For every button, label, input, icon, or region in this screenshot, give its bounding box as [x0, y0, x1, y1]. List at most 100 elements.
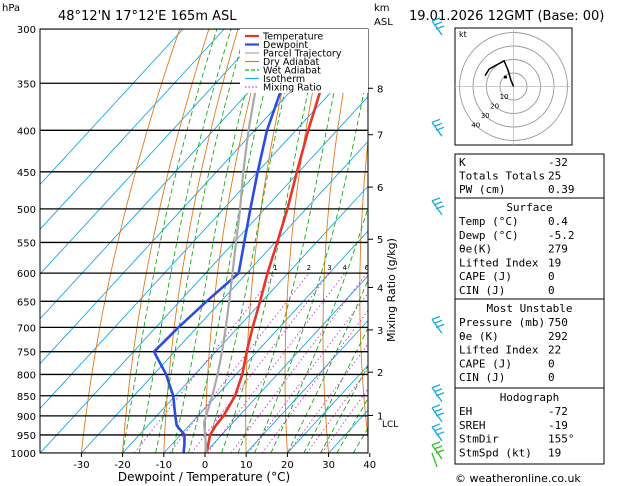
pressure-tick-label: 600 [17, 269, 36, 280]
hodograph-ring-label: 20 [490, 102, 499, 110]
altitude-tick-label: 3 [377, 326, 383, 337]
hodograph-ring-label: 40 [471, 121, 480, 129]
km-unit-label: km [374, 3, 390, 14]
wind-barb [431, 118, 445, 137]
temperature-series-line [205, 29, 343, 453]
table-row-value: 25 [548, 170, 561, 183]
pressure-tick-label: 400 [17, 126, 36, 137]
mixing-ratio-line [287, 343, 368, 453]
temperature-tick-label: 20 [281, 460, 294, 471]
wet-adiabat-line [286, 278, 368, 453]
table-row-label: CAPE (J) [459, 270, 512, 283]
table-row-label: EH [459, 405, 472, 418]
most-unstable-box [454, 298, 605, 389]
pressure-tick-label: 300 [17, 25, 36, 36]
isotherm-line [40, 29, 225, 230]
table-row-label: θe(K) [459, 243, 492, 256]
temperature-tick-label: -10 [156, 460, 172, 471]
table-row-value: 19 [548, 446, 561, 459]
mixing-ratio-axis-label: Mixing Ratio (g/kg) [385, 238, 398, 342]
dewpoint-series-line [152, 29, 308, 453]
isotherm-line [40, 51, 368, 410]
isotherm-line [40, 29, 184, 186]
dry-adiabat-line [80, 29, 181, 453]
legend-label: Dewpoint [263, 40, 308, 51]
hodograph-storm-motion-dot [503, 75, 507, 79]
wet-adiabat-line [270, 205, 368, 453]
location-title: 48°12'N 17°12'E 165m ASL [58, 9, 237, 24]
legend-label: Dry Adiabat [263, 57, 320, 68]
table-row-value: 155° [548, 433, 575, 446]
legend-label: Parcel Trajectory [263, 49, 342, 60]
temperature-tick-label: 10 [240, 460, 253, 471]
isotherm-line [40, 29, 308, 320]
wind-barb [431, 197, 445, 216]
temperature-tick-label: -20 [114, 460, 130, 471]
mixing-ratio-label: 20 [434, 264, 443, 272]
isotherm-line [204, 275, 368, 453]
wind-barb [431, 404, 445, 423]
temperature-tick-label: 30 [322, 460, 335, 471]
table-row-value: 0 [548, 284, 555, 297]
table-row-label: PW (cm) [459, 183, 505, 196]
wet-adiabat-line [303, 326, 368, 453]
table-row-value: 279 [548, 243, 568, 256]
altitude-tick-label: 7 [377, 131, 383, 142]
wind-barb [431, 315, 445, 334]
mixing-ratio-line [261, 309, 368, 453]
dry-adiabat-line [395, 29, 413, 453]
table-row-value: 0 [548, 357, 555, 370]
pressure-tick-label: 650 [17, 297, 36, 308]
pressure-tick-label: 500 [17, 205, 36, 216]
temperature-tick-label: 40 [363, 460, 376, 471]
table-row-label: CAPE (J) [459, 357, 512, 370]
table-row-value: 22 [548, 344, 561, 357]
hodograph-unit-label: kt [459, 30, 467, 39]
mixing-ratio-line [306, 368, 368, 453]
table-row-label: K [459, 156, 466, 169]
table-row-value: -5.2 [548, 229, 575, 242]
surface-box [454, 197, 605, 300]
legend-background [240, 29, 368, 93]
wet-adiabat-line [320, 364, 368, 453]
dry-adiabat-line [618, 29, 629, 453]
table-row-value: 0.4 [548, 215, 568, 228]
altitude-tick-label: 8 [377, 84, 383, 95]
table-row-label: StmSpd (kt) [459, 446, 532, 459]
wind-barb-stem [431, 452, 438, 468]
table-row-label: CIN (J) [459, 284, 505, 297]
mixing-ratio-line [134, 272, 276, 453]
hodograph-trace [484, 59, 515, 87]
hodograph-ring-label: 30 [481, 112, 490, 120]
table-section-title: Hodograph [500, 391, 560, 404]
altitude-tick-label: 5 [377, 235, 383, 246]
table-row-label: StmDir [459, 433, 499, 446]
isotherm-line [287, 364, 368, 453]
mixing-ratio-line [247, 292, 368, 453]
table-row-value: -72 [548, 405, 568, 418]
hpa-unit-label: hPa [2, 3, 20, 14]
asl-unit-label: ASL [374, 17, 393, 28]
altitude-tick-label: 6 [377, 183, 383, 194]
wind-barb [431, 17, 445, 36]
x-axis-label: Dewpoint / Temperature (°C) [118, 470, 290, 484]
mixing-ratio-line [169, 272, 310, 453]
table-row-value: 0 [548, 270, 555, 283]
legend-label: Wet Adiabat [263, 66, 321, 77]
table-row-value: -19 [548, 419, 568, 432]
wind-barbs-column [431, 17, 445, 468]
temperature-tick-label: 0 [202, 460, 208, 471]
table-row-label: θe (K) [459, 330, 499, 343]
datetime-title: 19.01.2026 12GMT (Base: 00) [409, 9, 604, 24]
temperature-tick-label: -30 [73, 460, 89, 471]
table-row-label: Lifted Index [459, 344, 539, 357]
plot-frame [39, 28, 369, 454]
mixing-ratio-line [207, 272, 346, 453]
legend-label: Isotherm [263, 74, 305, 85]
pressure-tick-label: 950 [17, 431, 36, 442]
legend-label: Mixing Ratio [263, 83, 322, 94]
altitude-tick-label: 4 [377, 283, 383, 294]
copyright-label: © weatheronline.co.uk [455, 472, 581, 485]
